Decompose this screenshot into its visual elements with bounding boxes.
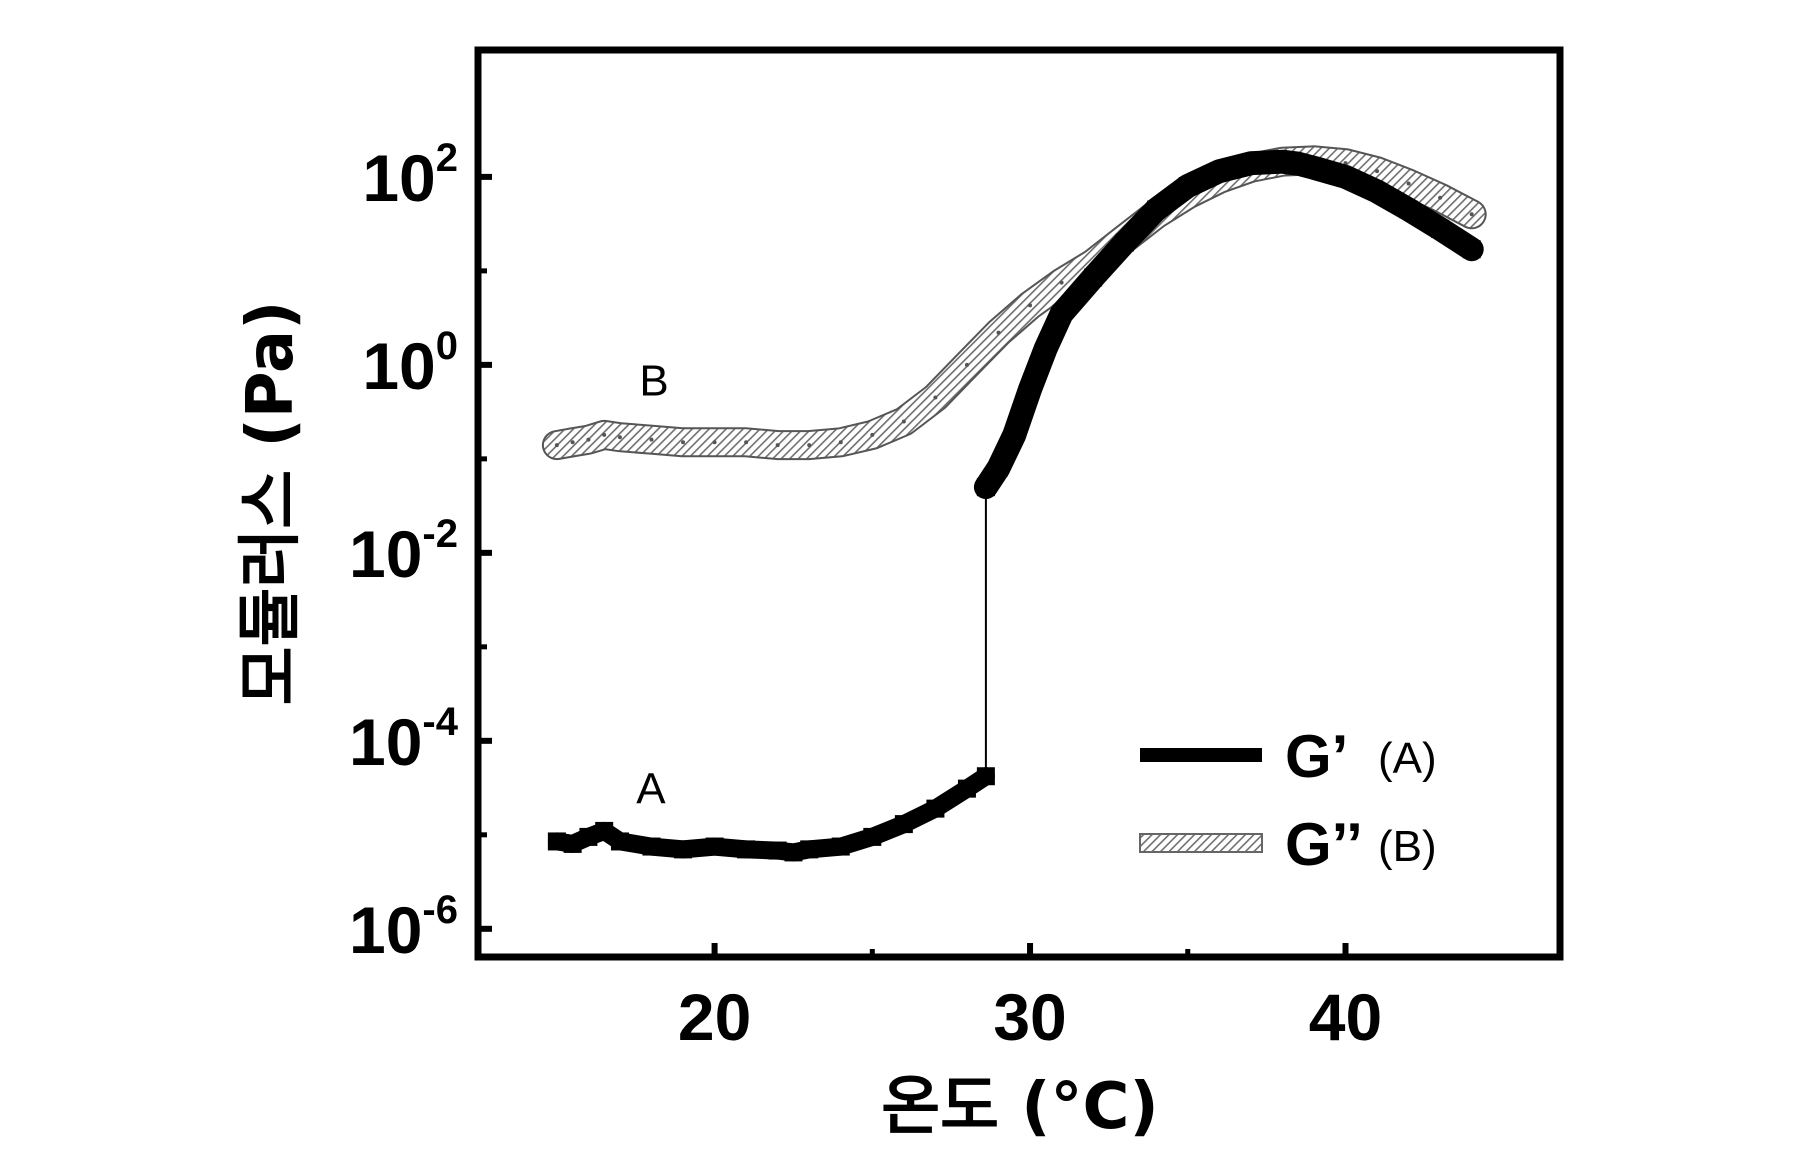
- series-g-double-prime-point: [776, 443, 780, 447]
- series-g-prime-point: [579, 828, 597, 846]
- series-g-prime-point: [564, 835, 582, 853]
- series-g-double-prime-point: [681, 440, 685, 444]
- legend-series-suffix: (A): [1378, 734, 1437, 783]
- series-g-prime-point: [926, 800, 944, 818]
- series-g-double-prime-point: [902, 419, 906, 423]
- series-g-prime-point: [1053, 305, 1071, 323]
- y-tick-label: 10-2: [349, 512, 458, 591]
- y-axis: 10-6 10-4 10-2 100 102: [349, 136, 492, 967]
- legend: G’ (A) G’’ (B): [1140, 723, 1437, 878]
- series-g-prime-point: [863, 828, 881, 846]
- series-g-double-prime-point: [744, 440, 748, 444]
- x-tick-label: 20: [678, 980, 751, 1054]
- series-g-double-prime-point: [807, 443, 811, 447]
- series-g-double-prime-point: [1470, 212, 1474, 216]
- series-g-double-prime-point: [1407, 182, 1411, 186]
- series-g-double-prime-point: [933, 395, 937, 399]
- y-tick-label: 10-6: [349, 888, 458, 967]
- series-g-prime-point: [1368, 182, 1386, 200]
- series-g-prime-point: [1037, 339, 1055, 357]
- legend-series-name: G’’: [1285, 811, 1363, 878]
- series-g-prime-point: [1242, 154, 1260, 172]
- series-g-prime-point: [1305, 159, 1323, 177]
- series-g-prime-point: [548, 832, 566, 850]
- series-g-double-prime-point: [586, 438, 590, 442]
- series-g-prime-point: [1463, 240, 1481, 258]
- series-g-prime-point: [1336, 168, 1354, 186]
- series-g-prime-point: [737, 840, 755, 858]
- series-g-double-prime-point: [1060, 281, 1064, 285]
- series-g-double-prime-point: [713, 440, 717, 444]
- series-g-prime-point: [977, 478, 995, 496]
- y-tick-label: 10-4: [349, 700, 459, 779]
- series-g-double-prime-point: [965, 363, 969, 367]
- series-g-double-prime-point: [839, 440, 843, 444]
- series-g-prime-point: [1210, 162, 1228, 180]
- series-g-prime-point: [1431, 220, 1449, 238]
- series-annotation-label: B: [639, 356, 668, 405]
- y-tick-label: 102: [362, 136, 458, 215]
- x-axis-label: 온도 (°C): [881, 1070, 1159, 1144]
- legend-swatch-g-double-prime: [1140, 834, 1262, 852]
- series-g-prime-point: [832, 838, 850, 856]
- series-g-prime-point: [1289, 155, 1307, 173]
- series-g-prime-point: [706, 838, 724, 856]
- series-g-prime-point: [784, 843, 802, 861]
- series-g-double-prime-point: [602, 433, 606, 437]
- series-g-double-prime-point: [1375, 169, 1379, 173]
- series-g-prime-point: [1400, 200, 1418, 218]
- series-g-double-prime-point: [1028, 303, 1032, 307]
- series-g-prime-point: [1084, 269, 1102, 287]
- series-g-double-prime-point: [1438, 196, 1442, 200]
- series-g-prime-point: [611, 832, 629, 850]
- series-g-prime-point: [800, 840, 818, 858]
- series-g-double-prime-point: [649, 438, 653, 442]
- x-tick-label: 40: [1309, 980, 1382, 1054]
- series-g-prime-point: [1179, 177, 1197, 195]
- y-axis-label: 모듈러스 (Pa): [234, 301, 308, 706]
- series-g-prime-point: [989, 459, 1007, 477]
- series-g-prime-point: [769, 842, 787, 860]
- series-g-prime-point: [1116, 234, 1134, 252]
- series-g-double-prime-point: [870, 433, 874, 437]
- series-g-prime-high-line: [986, 162, 1472, 487]
- series-g-double-prime-point: [618, 435, 622, 439]
- series-g-prime-point: [1147, 200, 1165, 218]
- series-g-prime-point: [595, 822, 613, 840]
- series-g-prime-point: [674, 840, 692, 858]
- series-g-prime-point: [1021, 380, 1039, 398]
- series-g-prime-point: [1273, 153, 1291, 171]
- y-tick-label: 100: [362, 324, 458, 403]
- series-g-double-prime-point: [571, 440, 575, 444]
- legend-series-name: G’: [1285, 723, 1348, 790]
- series-annotation-label: A: [636, 764, 666, 813]
- series-g-prime-point: [958, 780, 976, 798]
- series-g-prime-point: [1005, 426, 1023, 444]
- series-g-double-prime-point: [555, 443, 559, 447]
- series-g-prime-point: [895, 815, 913, 833]
- x-tick-label: 30: [993, 980, 1066, 1054]
- legend-series-suffix: (B): [1378, 822, 1437, 871]
- series-g-double-prime-point: [996, 331, 1000, 335]
- series-g-prime-point: [642, 838, 660, 856]
- series-g-prime-point: [977, 767, 995, 785]
